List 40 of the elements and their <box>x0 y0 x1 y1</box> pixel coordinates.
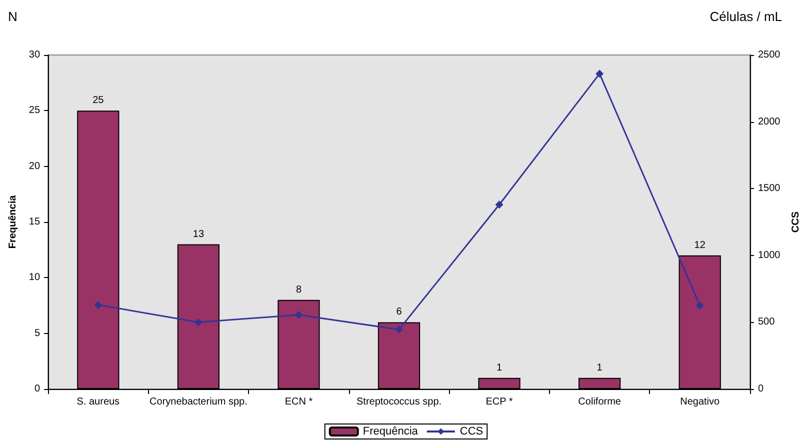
text: Células / mL <box>710 9 782 24</box>
legend-label: Frequência <box>362 426 419 438</box>
y-tick-label: 30 <box>28 50 40 60</box>
x-tick-label: Negativo <box>680 396 720 408</box>
data-label: 12 <box>694 240 706 251</box>
x-tick-label: S. aureus <box>76 396 120 408</box>
point <box>696 302 704 310</box>
data-label: 6 <box>396 306 402 318</box>
y-tick-label: 25 <box>28 105 40 116</box>
y2-axis-title: CCS <box>790 211 802 233</box>
x-tick-label: ECN * <box>284 396 313 408</box>
y-tick-label: 5 <box>34 328 40 339</box>
y2-tick-label: 1000 <box>758 250 781 261</box>
point <box>194 318 202 326</box>
y-axis-title: Frequência <box>8 194 18 249</box>
y2-tick-label: 2500 <box>758 50 781 60</box>
point <box>94 300 102 309</box>
point <box>395 326 404 334</box>
point <box>294 310 303 319</box>
x-tick-label: ECP * <box>486 396 513 408</box>
y-tick-label: 0 <box>34 384 40 394</box>
y-tick-label: 15 <box>28 216 40 228</box>
y2-tick-label: 0 <box>758 384 764 394</box>
point <box>495 200 504 209</box>
data-label: 8 <box>296 284 302 296</box>
y2-tick-label: 2000 <box>758 116 781 128</box>
y2-tick-label: 1500 <box>758 183 781 194</box>
x-tick-label: Corynebacterium spp. <box>150 396 248 408</box>
data-label: 1 <box>596 362 603 374</box>
text: N <box>8 9 18 24</box>
legend-label: CCS <box>460 426 484 438</box>
data-label: 1 <box>496 362 503 374</box>
x-tick-label: Coliforme <box>578 396 622 408</box>
data-label: 13 <box>192 228 204 240</box>
data-label: 25 <box>92 95 104 106</box>
y-tick-label: 20 <box>28 160 40 172</box>
point <box>596 70 604 78</box>
y2-tick-label: 500 <box>758 316 776 328</box>
y-tick-label: 10 <box>28 272 40 284</box>
x-tick-label: Streptococcus spp. <box>356 396 442 408</box>
